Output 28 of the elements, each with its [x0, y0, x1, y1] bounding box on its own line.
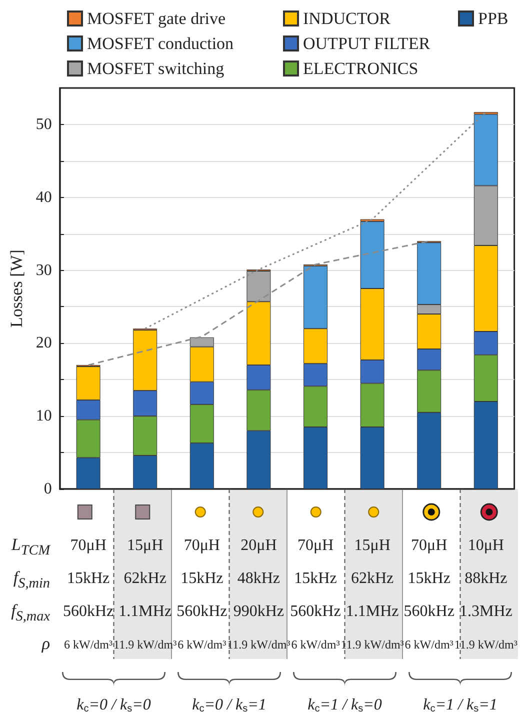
y-tick-label: 0 — [44, 480, 52, 498]
x-tick-label: 70μH 15kHz 560kHz 6 kW/dm³ — [404, 537, 454, 652]
x-tick-label: 20μH 48kHz 990kHz 11.9 kW/dm³ — [227, 537, 291, 652]
y-tick-label: 20 — [36, 334, 52, 352]
text: ρ — [42, 633, 50, 655]
x-tick-label: 70μH 15kHz 560kHz 6 kW/dm³ — [176, 537, 228, 652]
y-axis-title: Losses [W] — [7, 250, 26, 328]
y-tick-label: 30 — [36, 262, 52, 279]
legend-label: PPB — [478, 9, 508, 28]
legend-label: INDUCTOR — [303, 9, 392, 28]
x-tick-label: 10μH 88kHz 1.3MHz 11.9 kW/dm³ — [454, 537, 518, 652]
x-tick-label: 70μH 15kHz 560kHz 6 kW/dm³ — [290, 537, 341, 652]
legend-label: MOSFET switching — [87, 59, 225, 78]
y-tick-label: 40 — [36, 188, 52, 206]
legend-label: MOSFET gate drive — [87, 9, 226, 28]
legend-label: MOSFET conduction — [87, 34, 234, 53]
line-series — [144, 111, 487, 330]
line-series — [88, 240, 430, 366]
text: f$_{S,max}$ — [11, 600, 50, 626]
x-tick-label: 70μH 15kHz 560kHz 6 kW/dm³ — [62, 537, 114, 652]
y-tick-label: 50 — [36, 116, 52, 133]
text: L$_{TCM}$ — [11, 534, 50, 560]
legend-label: OUTPUT FILTER — [303, 34, 431, 53]
legend-label: ELECTRONICS — [303, 59, 418, 78]
x-tick-label: 15μH 62kHz 1.1MHz 11.9 kW/dm³ — [340, 537, 404, 652]
x-tick-label: 15μH 62kHz 1.1MHz 11.9 kW/dm³ — [114, 537, 178, 652]
y-tick-label: 10 — [36, 408, 52, 425]
text: f$_{S,min}$ — [13, 567, 50, 594]
